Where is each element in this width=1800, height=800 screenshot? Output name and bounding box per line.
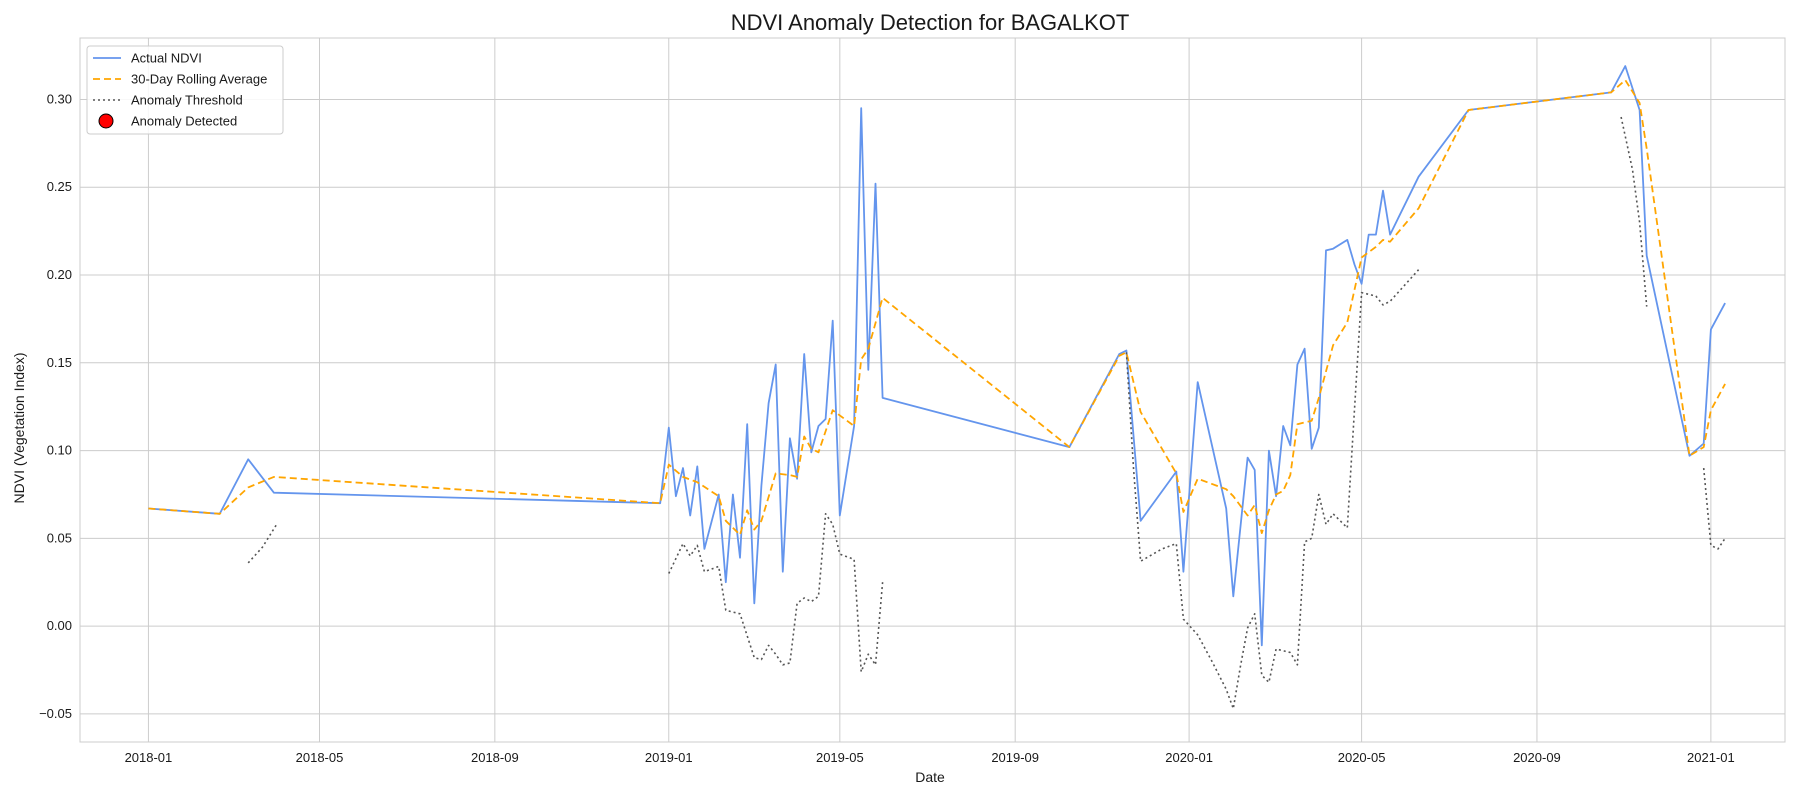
legend-label: Anomaly Threshold [131,93,243,108]
anomaly-threshold-line [1620,116,1648,307]
x-tick-label: 2019-01 [645,750,693,765]
y-tick-label: 0.15 [47,355,72,370]
legend-box [86,45,284,135]
x-tick-label: 2019-05 [816,750,864,765]
x-tick-label: 2018-09 [471,750,519,765]
x-tick-label: 2021-01 [1687,750,1735,765]
x-tick-label: 2020-01 [1165,750,1213,765]
legend-label: Actual NDVI [131,51,202,66]
x-tick-label: 2020-05 [1338,750,1386,765]
anomaly-threshold-line [1125,269,1420,710]
y-tick-label: 0.20 [47,267,72,282]
anomaly-threshold-line [247,523,278,564]
anomaly-threshold-line [668,513,884,673]
y-tick-label: 0.30 [47,91,72,106]
plot-area: 2018-01 2018-05 2018-09 2019-01 2019-05 2019-… [39,37,1786,765]
y-tick-label: 0.25 [47,179,72,194]
x-tick-label: 2018-01 [125,750,173,765]
plot-frame [79,37,1786,743]
legend-label: Anomaly Detected [131,114,237,129]
chart-legend: Actual NDVI 30-Day Rolling Average Anomaly… [86,45,284,135]
y-tick-label: 0.05 [47,530,72,545]
30-day-rolling-average-line [148,79,1726,536]
y-tick-label: 0.00 [47,618,72,633]
y-tick-label: −0.05 [39,706,72,721]
x-tick-label: 2018-05 [296,750,344,765]
x-tick-label: 2019-09 [991,750,1039,765]
actual-ndvi-line [148,65,1726,647]
y-axis-label: NDVI (Vegetation Index) [11,353,27,504]
x-tick-label: 2020-09 [1513,750,1561,765]
y-tick-label: 0.10 [47,443,72,458]
legend-marker-swatch [98,113,114,129]
x-axis-label: Date [915,769,945,785]
legend-label: 30-Day Rolling Average [131,72,267,87]
chart-title: NDVI Anomaly Detection for BAGALKOT [731,10,1130,35]
anomaly-threshold-line [1702,468,1726,550]
